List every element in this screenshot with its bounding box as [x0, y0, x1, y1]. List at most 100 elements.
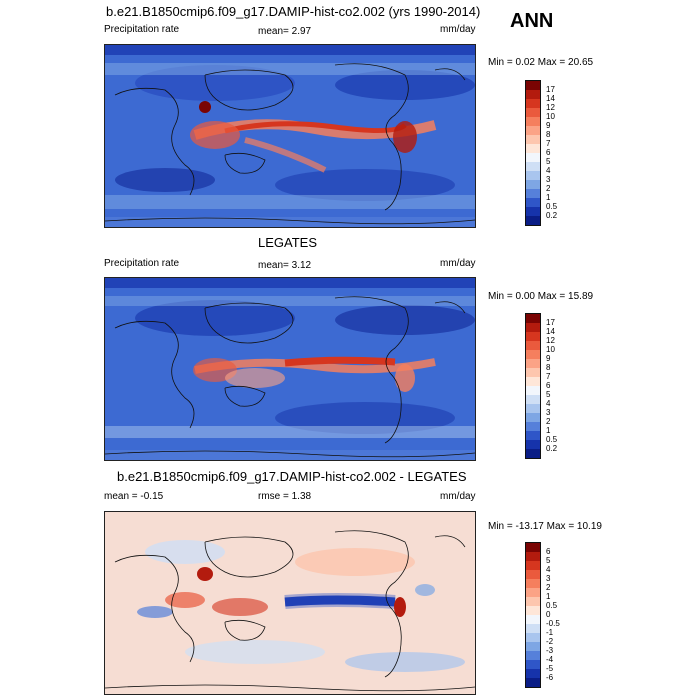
panel2-mean-label: mean= 3.12 — [258, 260, 312, 271]
colorbar-swatch — [526, 651, 540, 660]
colorbar-swatch — [526, 570, 540, 579]
panel2-variable-label: Precipitation rate — [104, 258, 180, 269]
colorbar-tick-label: -4 — [546, 655, 554, 664]
panel3-minmax: Min = -13.17 Max = 10.19 — [488, 521, 602, 532]
colorbar-swatch — [526, 422, 540, 431]
colorbar-tick-label: 0.2 — [546, 211, 558, 220]
panel3-map — [104, 511, 476, 695]
panel3-units-label: mm/day — [440, 491, 476, 502]
colorbar-tick-label: 6 — [546, 547, 551, 556]
panel3-colorbar — [525, 542, 541, 688]
panel2-units-label: mm/day — [440, 258, 476, 269]
panel2-colorbar — [525, 313, 541, 459]
colorbar-tick-label: -0.5 — [546, 619, 560, 628]
colorbar-tick-label: 14 — [546, 94, 555, 103]
colorbar-tick-label: 6 — [546, 148, 551, 157]
panel2-subtitle: LEGATES — [258, 235, 318, 250]
panel1-units-label: mm/day — [440, 24, 476, 35]
colorbar-tick-label: 6 — [546, 381, 551, 390]
panel1-colorbar — [525, 80, 541, 226]
colorbar-swatch — [526, 99, 540, 108]
season-label: ANN — [510, 10, 554, 32]
colorbar-tick-label: 12 — [546, 103, 555, 112]
panel3-rmse-label: rmse = 1.38 — [258, 491, 312, 502]
colorbar-tick-label: 9 — [546, 121, 551, 130]
colorbar-swatch — [526, 552, 540, 561]
colorbar-tick-label: 8 — [546, 363, 551, 372]
colorbar-swatch — [526, 678, 540, 687]
colorbar-tick-label: 0.5 — [546, 202, 558, 211]
colorbar-swatch — [526, 341, 540, 350]
colorbar-tick-label: 2 — [546, 184, 551, 193]
colorbar-swatch — [526, 90, 540, 99]
colorbar-swatch — [526, 606, 540, 615]
colorbar-swatch — [526, 153, 540, 162]
colorbar-tick-label: 17 — [546, 318, 555, 327]
colorbar-swatch — [526, 642, 540, 651]
colorbar-tick-label: 4 — [546, 565, 551, 574]
panel2-minmax: Min = 0.00 Max = 15.89 — [488, 291, 594, 302]
colorbar-swatch — [526, 386, 540, 395]
colorbar-tick-label: -6 — [546, 673, 554, 682]
colorbar-swatch — [526, 615, 540, 624]
colorbar-tick-label: 0.2 — [546, 444, 558, 453]
colorbar-swatch — [526, 404, 540, 413]
colorbar-swatch — [526, 314, 540, 323]
case-title: b.e21.B1850cmip6.f09_g17.DAMIP-hist-co2.… — [106, 4, 481, 19]
colorbar-swatch — [526, 126, 540, 135]
colorbar-tick-label: -5 — [546, 664, 554, 673]
colorbar-swatch — [526, 561, 540, 570]
colorbar-tick-label: 4 — [546, 166, 551, 175]
colorbar-swatch — [526, 669, 540, 678]
colorbar-tick-label: 12 — [546, 336, 555, 345]
colorbar-tick-label: 0.5 — [546, 435, 558, 444]
colorbar-tick-label: 4 — [546, 399, 551, 408]
panel1-map — [104, 44, 476, 228]
colorbar-swatch — [526, 198, 540, 207]
panel1-map-field — [105, 45, 475, 227]
colorbar-swatch — [526, 395, 540, 404]
colorbar-swatch — [526, 431, 540, 440]
colorbar-swatch — [526, 189, 540, 198]
colorbar-swatch — [526, 543, 540, 552]
colorbar-swatch — [526, 579, 540, 588]
colorbar-swatch — [526, 660, 540, 669]
colorbar-tick-label: 5 — [546, 157, 551, 166]
colorbar-tick-label: 3 — [546, 574, 551, 583]
colorbar-swatch — [526, 368, 540, 377]
colorbar-swatch — [526, 108, 540, 117]
panel3-mean-label: mean = -0.15 — [104, 491, 164, 502]
colorbar-swatch — [526, 162, 540, 171]
colorbar-swatch — [526, 117, 540, 126]
colorbar-tick-label: -2 — [546, 637, 554, 646]
colorbar-tick-label: 2 — [546, 583, 551, 592]
colorbar-tick-label: 0.5 — [546, 601, 558, 610]
colorbar-swatch — [526, 332, 540, 341]
panel2-map-field — [105, 278, 475, 460]
colorbar-tick-label: 9 — [546, 354, 551, 363]
colorbar-swatch — [526, 624, 540, 633]
colorbar-tick-label: -3 — [546, 646, 554, 655]
panel1-variable-label: Precipitation rate — [104, 24, 180, 35]
colorbar-tick-label: 1 — [546, 592, 551, 601]
colorbar-swatch — [526, 413, 540, 422]
colorbar-tick-label: 10 — [546, 112, 555, 121]
panel2-map — [104, 277, 476, 461]
colorbar-swatch — [526, 171, 540, 180]
colorbar-swatch — [526, 350, 540, 359]
colorbar-swatch — [526, 207, 540, 216]
colorbar-swatch — [526, 359, 540, 368]
colorbar-tick-label: 0 — [546, 610, 551, 619]
colorbar-swatch — [526, 323, 540, 332]
panel3-map-field — [105, 512, 475, 694]
colorbar-swatch — [526, 377, 540, 386]
panel1-mean-label: mean= 2.97 — [258, 26, 312, 37]
colorbar-tick-label: 17 — [546, 85, 555, 94]
colorbar-swatch — [526, 588, 540, 597]
colorbar-tick-label: 7 — [546, 372, 551, 381]
colorbar-tick-label: 2 — [546, 417, 551, 426]
colorbar-tick-label: 3 — [546, 408, 551, 417]
colorbar-swatch — [526, 135, 540, 144]
colorbar-tick-label: 1 — [546, 426, 551, 435]
colorbar-tick-label: 14 — [546, 327, 555, 336]
